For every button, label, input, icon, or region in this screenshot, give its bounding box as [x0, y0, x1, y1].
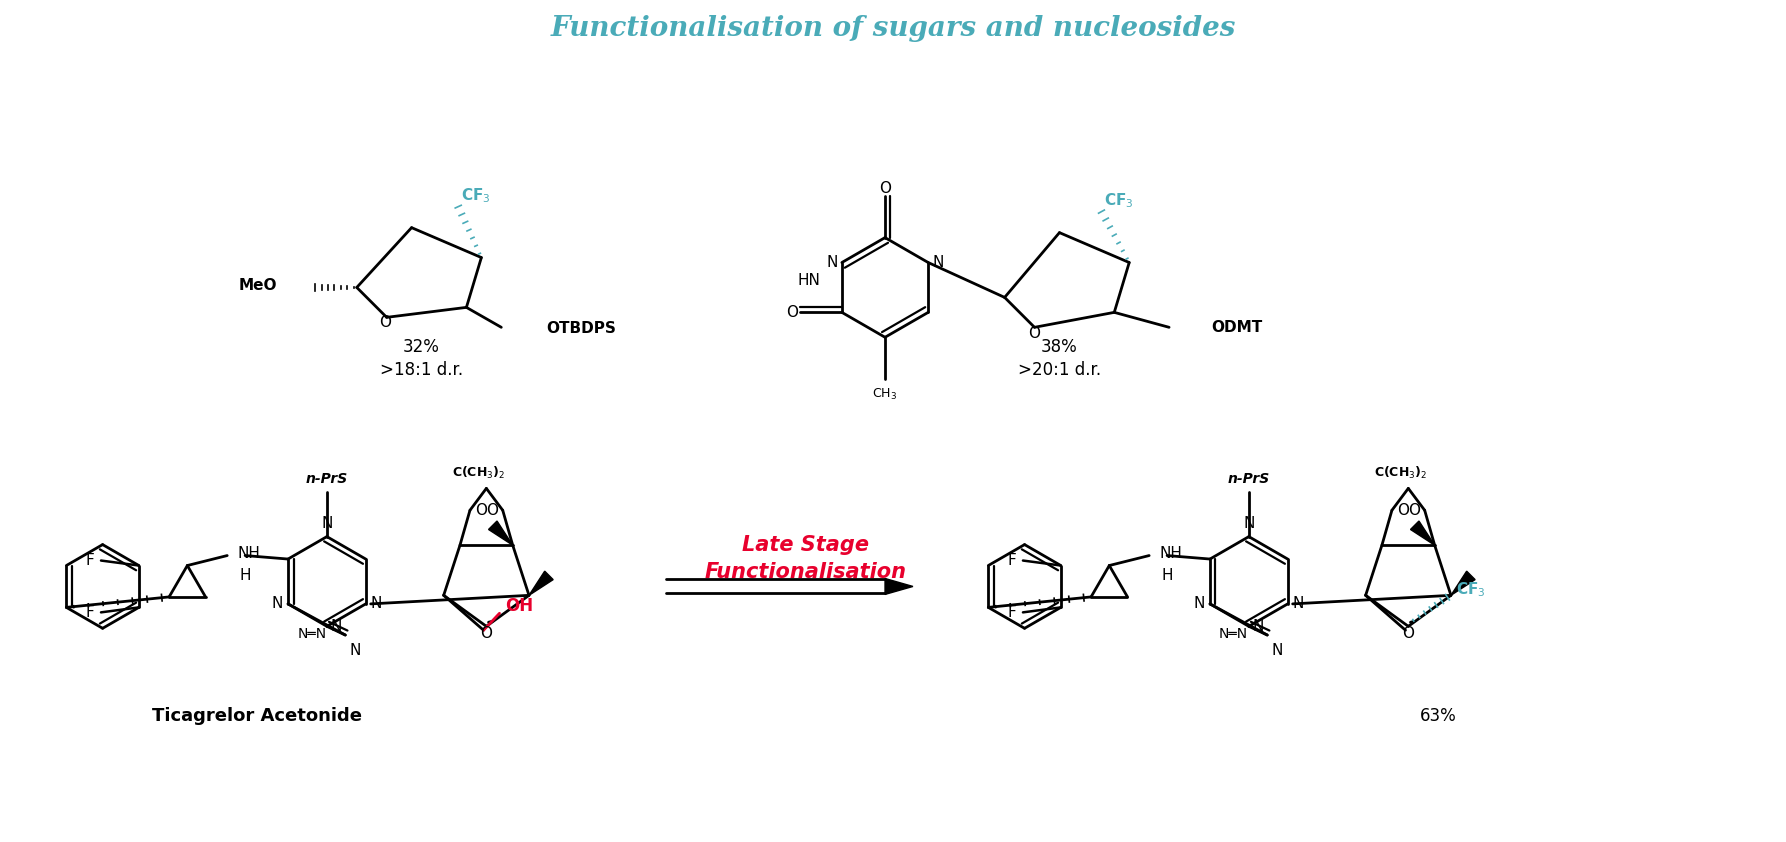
Text: C(CH$_3$)$_2$: C(CH$_3$)$_2$ [452, 466, 505, 482]
Text: 63%: 63% [1420, 707, 1457, 725]
Text: 32%: 32% [404, 338, 439, 356]
Text: N: N [932, 255, 943, 270]
Text: C(CH$_3$)$_2$: C(CH$_3$)$_2$ [1373, 466, 1427, 482]
Text: Late Stage: Late Stage [741, 535, 868, 555]
Text: >18:1 d.r.: >18:1 d.r. [380, 361, 463, 379]
Text: O: O [879, 181, 891, 196]
Text: F: F [86, 605, 95, 620]
Text: N: N [1272, 643, 1282, 658]
Text: N: N [371, 596, 382, 611]
Text: N: N [1193, 596, 1206, 611]
Text: n-PrS: n-PrS [305, 472, 348, 486]
Text: HN: HN [797, 273, 820, 288]
Text: H: H [239, 568, 250, 583]
Text: N: N [271, 596, 282, 611]
Text: NH: NH [238, 546, 261, 561]
Text: Functionalisation of sugars and nucleosides: Functionalisation of sugars and nucleosi… [550, 15, 1236, 42]
Text: N: N [330, 619, 343, 634]
Text: N: N [1293, 596, 1304, 611]
Text: n-PrS: n-PrS [1227, 472, 1270, 486]
Text: O: O [1029, 326, 1041, 341]
Text: O: O [486, 503, 498, 518]
Text: F: F [1007, 553, 1016, 568]
Text: N═N: N═N [1220, 627, 1248, 642]
Text: N: N [350, 643, 361, 658]
Text: O: O [1397, 503, 1409, 518]
Text: O: O [480, 626, 493, 641]
Text: O: O [1407, 503, 1420, 518]
Polygon shape [489, 521, 513, 545]
Text: O: O [475, 503, 488, 518]
Text: N: N [827, 255, 838, 270]
Text: CH$_3$: CH$_3$ [873, 387, 898, 402]
Text: OH: OH [505, 597, 534, 616]
Text: OTBDPS: OTBDPS [547, 321, 616, 336]
Text: CF$_3$: CF$_3$ [1456, 580, 1486, 599]
Text: MeO: MeO [239, 278, 277, 293]
Text: F: F [1007, 605, 1016, 620]
Polygon shape [529, 571, 554, 595]
Text: H: H [1161, 568, 1173, 583]
Text: N: N [1252, 619, 1264, 634]
Text: CF$_3$: CF$_3$ [461, 186, 491, 205]
Text: >20:1 d.r.: >20:1 d.r. [1018, 361, 1100, 379]
Text: 38%: 38% [1041, 338, 1077, 356]
Text: N: N [321, 515, 332, 530]
Text: CF$_3$: CF$_3$ [1104, 191, 1134, 210]
Polygon shape [886, 578, 913, 594]
Text: N═N: N═N [296, 627, 327, 642]
Text: O: O [1402, 626, 1415, 641]
Text: N: N [1243, 515, 1254, 530]
Text: NH: NH [1159, 546, 1182, 561]
Polygon shape [1450, 571, 1475, 595]
Text: ODMT: ODMT [1211, 320, 1263, 335]
Text: Ticagrelor Acetonide: Ticagrelor Acetonide [152, 707, 363, 725]
Text: O: O [786, 305, 798, 320]
Text: O: O [379, 315, 391, 330]
Polygon shape [1411, 521, 1434, 545]
Text: Functionalisation: Functionalisation [704, 562, 906, 582]
Text: F: F [86, 553, 95, 568]
